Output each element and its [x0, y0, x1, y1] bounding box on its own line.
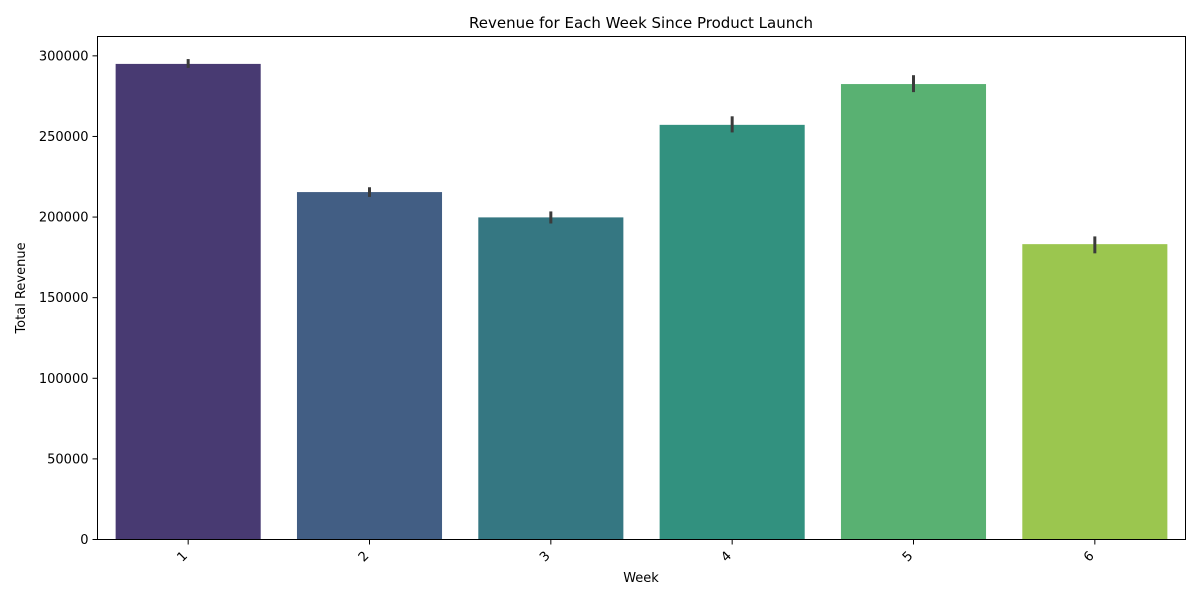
x-tick-label: 6	[1081, 549, 1097, 565]
bar-week-3	[478, 217, 624, 540]
y-tick-label: 50000	[47, 452, 88, 467]
x-tick-label: 3	[537, 549, 553, 565]
y-axis-label: Total Revenue	[14, 242, 29, 334]
x-tick-label: 1	[174, 549, 190, 565]
x-axis-ticks: 1 2 3 4 5 6	[174, 539, 1098, 565]
x-tick-label: 2	[356, 549, 372, 565]
bar-week-6	[1022, 244, 1168, 540]
bars-group	[115, 63, 1168, 540]
y-tick-label: 100000	[39, 372, 89, 387]
bar-week-2	[296, 192, 443, 540]
y-tick-label: 250000	[39, 130, 89, 145]
y-tick-label: 150000	[39, 291, 89, 306]
chart-title: Revenue for Each Week Since Product Laun…	[469, 14, 813, 32]
plot-frame	[97, 36, 1186, 540]
bar-week-4	[659, 124, 805, 540]
error-bars-group	[186, 59, 1097, 254]
x-tick-label: 5	[900, 549, 916, 565]
y-tick-label: 0	[80, 533, 88, 548]
bar-week-5	[840, 84, 987, 540]
y-axis-ticks: 0 50000 100000 150000 200000 250000 300000	[39, 49, 98, 548]
bar-week-1	[115, 63, 261, 540]
x-axis-label: Week	[623, 571, 659, 586]
y-tick-label: 200000	[39, 211, 89, 226]
y-tick-label: 300000	[39, 49, 89, 64]
x-tick-label: 4	[718, 549, 734, 565]
